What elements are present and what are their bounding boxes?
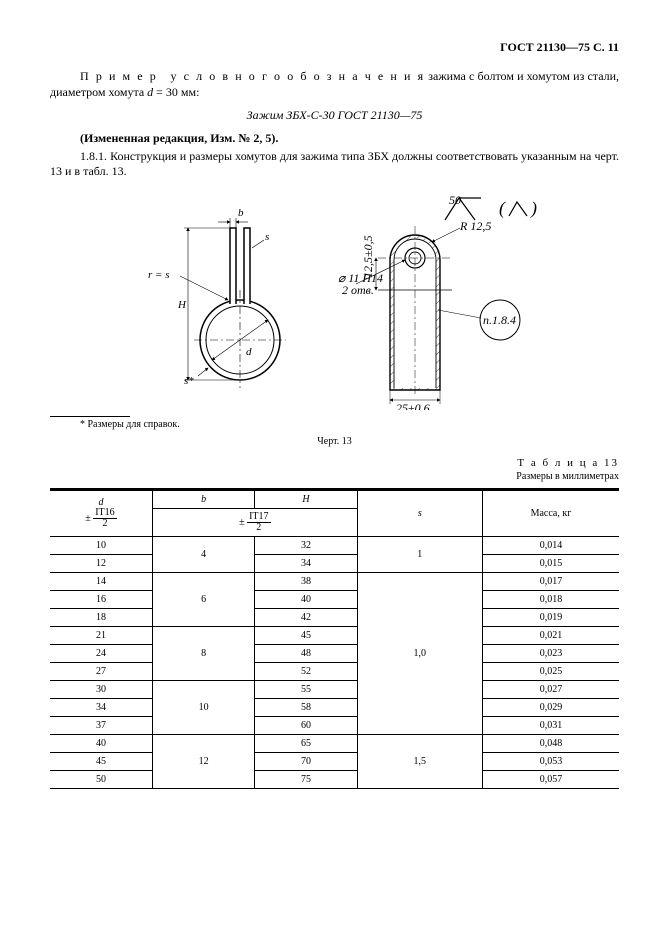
footnote-rule [50, 416, 130, 417]
table-row: 34 58 0,029 [50, 698, 619, 716]
cell-mass: 0,025 [482, 662, 619, 680]
figure-13: 50 ( ) [110, 190, 599, 410]
cell-mass: 0,018 [482, 590, 619, 608]
label-b: b [238, 207, 244, 219]
cell-d: 40 [50, 734, 152, 752]
cell-b: 12 [152, 734, 254, 788]
paragraph-example: П р и м е р у с л о в н о г о о б о з н … [50, 69, 619, 100]
table-row: 37 60 0,031 [50, 716, 619, 734]
cell-d: 30 [50, 680, 152, 698]
cell-H: 45 [255, 626, 357, 644]
cell-d: 18 [50, 608, 152, 626]
label-H: H [177, 299, 187, 311]
cell-mass: 0,031 [482, 716, 619, 734]
table-row: 27 52 0,025 [50, 662, 619, 680]
th-H: H [255, 490, 357, 509]
table-row: 218450,021 [50, 626, 619, 644]
label-25: 25±0,6 [396, 401, 430, 410]
label-bubble: п.1.8.4 [483, 313, 516, 327]
cell-d: 16 [50, 590, 152, 608]
cell-mass: 0,019 [482, 608, 619, 626]
th-bh-tol: ± IT17 2 [152, 508, 357, 536]
cell-H: 75 [255, 770, 357, 788]
cell-b: 8 [152, 626, 254, 680]
cell-H: 65 [255, 734, 357, 752]
cell-H: 42 [255, 608, 357, 626]
table-row: 50 75 0,057 [50, 770, 619, 788]
ex-tail: = 30 мм: [156, 85, 199, 99]
table-row: 12 34 0,015 [50, 554, 619, 572]
table-row: 45 70 0,053 [50, 752, 619, 770]
cell-H: 52 [255, 662, 357, 680]
th-b: b [152, 490, 254, 509]
cell-d: 27 [50, 662, 152, 680]
label-r-eq-s: r = s [148, 269, 169, 281]
cell-H: 34 [255, 554, 357, 572]
ex-label1: П р и м е р [80, 69, 158, 83]
label-radius: R 12,5 [459, 219, 491, 233]
cell-s: 1,5 [357, 734, 482, 788]
cell-H: 48 [255, 644, 357, 662]
cell-mass: 0,048 [482, 734, 619, 752]
cell-mass: 0,017 [482, 572, 619, 590]
cell-H: 32 [255, 536, 357, 554]
figure-caption: Черт. 13 [50, 436, 619, 447]
ex-d: d [147, 85, 153, 99]
cell-b: 6 [152, 572, 254, 626]
table-row: 3010550,027 [50, 680, 619, 698]
diagram-svg: b s H r = s s* d [110, 190, 570, 410]
label-d: d [246, 346, 252, 358]
table-row: 24 48 0,023 [50, 644, 619, 662]
cell-mass: 0,027 [482, 680, 619, 698]
cell-s: 1 [357, 536, 482, 572]
cell-d: 45 [50, 752, 152, 770]
paragraph-181: 1.8.1. Конструкция и размеры хомутов для… [50, 149, 619, 180]
cell-s: 1,0 [357, 572, 482, 734]
cell-H: 55 [255, 680, 357, 698]
cell-H: 60 [255, 716, 357, 734]
table-13: d ± IT16 2 b H s Масса, кг ± IT17 [50, 489, 619, 789]
cell-mass: 0,023 [482, 644, 619, 662]
cell-d: 34 [50, 698, 152, 716]
cell-d: 10 [50, 536, 152, 554]
ex-label2: у с л о в н о г о о б о з н а ч е н и я [170, 69, 425, 83]
th-mass: Масса, кг [482, 490, 619, 537]
right-view: 12,5±0,5 R 12,5 ⌀ 11 H14 2 отв. п.1.8.4 … [338, 219, 520, 410]
cell-d: 37 [50, 716, 152, 734]
table-row: 4012651,50,048 [50, 734, 619, 752]
table-row: 16 40 0,018 [50, 590, 619, 608]
cell-mass: 0,053 [482, 752, 619, 770]
th-d: d ± IT16 2 [50, 490, 152, 537]
cell-H: 40 [255, 590, 357, 608]
cell-d: 21 [50, 626, 152, 644]
cell-d: 14 [50, 572, 152, 590]
table-units: Размеры в миллиметрах [50, 471, 619, 482]
cell-d: 24 [50, 644, 152, 662]
cell-mass: 0,057 [482, 770, 619, 788]
cell-mass: 0,029 [482, 698, 619, 716]
cell-d: 12 [50, 554, 152, 572]
cell-H: 38 [255, 572, 357, 590]
footnote-text: * Размеры для справок. [80, 419, 619, 430]
left-view: b s H r = s s* d [148, 207, 286, 388]
changed-edition: (Измененная редакция, Изм. № 2, 5). [50, 131, 619, 147]
cell-b: 4 [152, 536, 254, 572]
cell-H: 70 [255, 752, 357, 770]
cell-H: 58 [255, 698, 357, 716]
table-row: 18 42 0,019 [50, 608, 619, 626]
label-s-star: s* [184, 375, 194, 387]
cell-b: 10 [152, 680, 254, 734]
table-row: 1043210,014 [50, 536, 619, 554]
cell-mass: 0,021 [482, 626, 619, 644]
designation-caption: Зажим ЗБХ-С-30 ГОСТ 21130—75 [50, 108, 619, 123]
cell-d: 50 [50, 770, 152, 788]
table-label: Т а б л и ц а 13 [50, 457, 619, 469]
cell-mass: 0,015 [482, 554, 619, 572]
label-s: s [265, 231, 269, 243]
table-row: 146381,00,017 [50, 572, 619, 590]
label-hole2: 2 отв. [342, 283, 374, 297]
cell-mass: 0,014 [482, 536, 619, 554]
page-header: ГОСТ 21130—75 С. 11 [50, 40, 619, 55]
th-s: s [357, 490, 482, 537]
